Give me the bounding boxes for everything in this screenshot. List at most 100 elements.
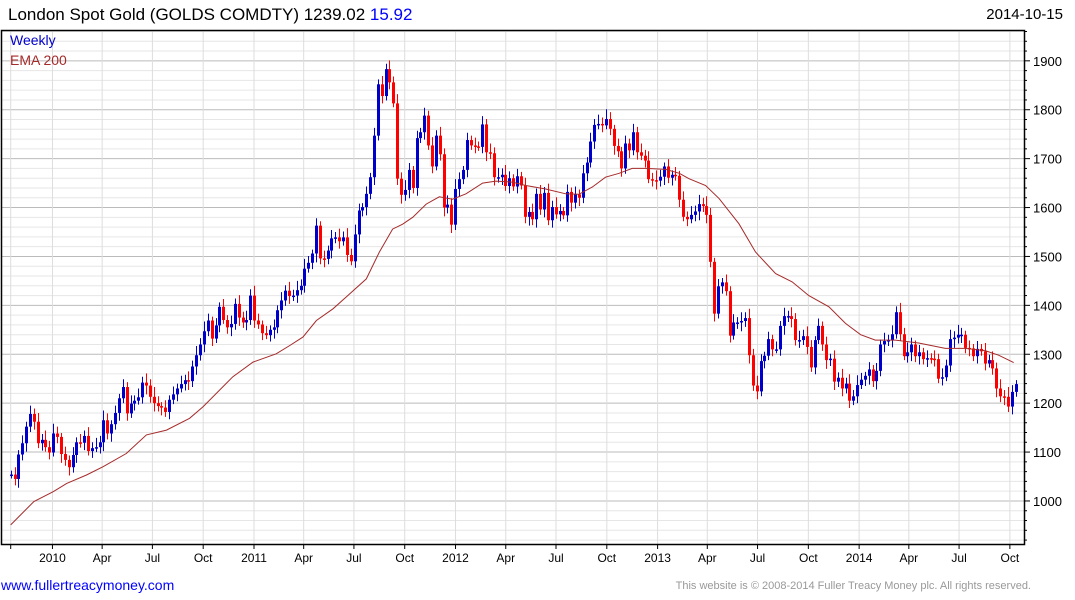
candle-body	[497, 177, 500, 179]
candle-body	[887, 340, 890, 342]
candle-body	[821, 325, 824, 345]
candle	[269, 325, 272, 342]
candle-body	[810, 346, 813, 368]
candle-body	[686, 216, 689, 220]
candle-body	[833, 358, 836, 382]
candle-body	[702, 204, 705, 207]
candle-body	[195, 355, 198, 367]
candle-body	[408, 169, 411, 190]
candle-body	[852, 396, 855, 401]
candle-body	[327, 250, 330, 259]
candle-body	[721, 282, 724, 287]
candle	[651, 172, 654, 187]
candle-body	[269, 329, 272, 336]
candle-body	[609, 119, 612, 129]
candle-body	[864, 375, 867, 380]
candle-body	[941, 377, 944, 379]
candle	[814, 336, 817, 375]
candle-body	[446, 204, 449, 208]
candle-body	[199, 344, 202, 356]
candle-body	[964, 334, 967, 348]
candle	[350, 248, 353, 266]
candle	[381, 75, 384, 104]
candle	[763, 351, 766, 369]
candle	[593, 119, 596, 149]
candle-body	[168, 399, 171, 412]
candle-body	[756, 385, 759, 392]
candle-body	[95, 447, 98, 449]
candle-body	[52, 433, 55, 453]
candle	[423, 107, 426, 140]
candle	[257, 313, 260, 329]
candle	[655, 170, 658, 190]
candle	[485, 119, 488, 162]
candle	[280, 292, 283, 319]
candle-body	[899, 312, 902, 335]
candle-body	[439, 135, 442, 155]
candle	[810, 340, 813, 372]
candle-body	[817, 325, 820, 341]
candle	[1003, 389, 1006, 406]
candle	[346, 228, 349, 262]
candle-body	[172, 394, 175, 400]
candle-body	[485, 124, 488, 153]
candle-body	[481, 124, 484, 147]
candle	[369, 172, 372, 200]
candle-body	[504, 174, 507, 187]
candle	[365, 186, 368, 216]
candle-body	[717, 286, 720, 314]
candle	[230, 315, 233, 337]
candle	[976, 341, 979, 364]
candle	[184, 374, 187, 391]
candle	[21, 435, 24, 461]
candle	[910, 337, 913, 362]
candle	[91, 442, 94, 458]
candle-body	[118, 398, 121, 413]
candle-body	[79, 442, 82, 444]
y-tick-label: 1900	[1033, 54, 1062, 69]
candle-body	[995, 368, 998, 389]
candle	[821, 321, 824, 351]
candle-body	[578, 194, 581, 198]
candle	[296, 280, 299, 303]
candle	[95, 437, 98, 453]
candle-body	[597, 123, 600, 126]
candle-body	[1007, 396, 1010, 407]
candle-body	[361, 207, 364, 211]
candle	[906, 342, 909, 363]
legend-ema: EMA 200	[10, 52, 67, 68]
candle	[702, 197, 705, 212]
candle-body	[416, 138, 419, 188]
candle-body	[655, 180, 658, 182]
candle	[404, 180, 407, 201]
candle	[48, 440, 51, 460]
candle	[709, 208, 712, 268]
x-tick-label: Apr	[698, 551, 717, 565]
candle	[732, 314, 735, 340]
candle	[458, 172, 461, 197]
candle-body	[145, 382, 148, 386]
candle-body	[547, 192, 550, 221]
candle-body	[922, 352, 925, 360]
candle-body	[222, 306, 225, 321]
candle	[102, 410, 105, 452]
candle	[1015, 380, 1018, 397]
candle	[149, 379, 152, 403]
website-link[interactable]: www.fullertreacymoney.com	[1, 577, 175, 593]
candle	[176, 383, 179, 402]
candle	[311, 249, 314, 270]
candle-body	[226, 320, 229, 328]
candle-body	[841, 377, 844, 389]
candle-body	[984, 351, 987, 364]
candle	[462, 165, 465, 185]
candle-body	[783, 316, 786, 326]
candle	[474, 137, 477, 154]
candle	[242, 311, 245, 328]
candle	[400, 172, 403, 204]
candle-body	[238, 303, 241, 318]
candle	[926, 350, 929, 367]
candle-body	[763, 355, 766, 362]
candle	[1011, 385, 1014, 415]
candle	[172, 386, 175, 405]
